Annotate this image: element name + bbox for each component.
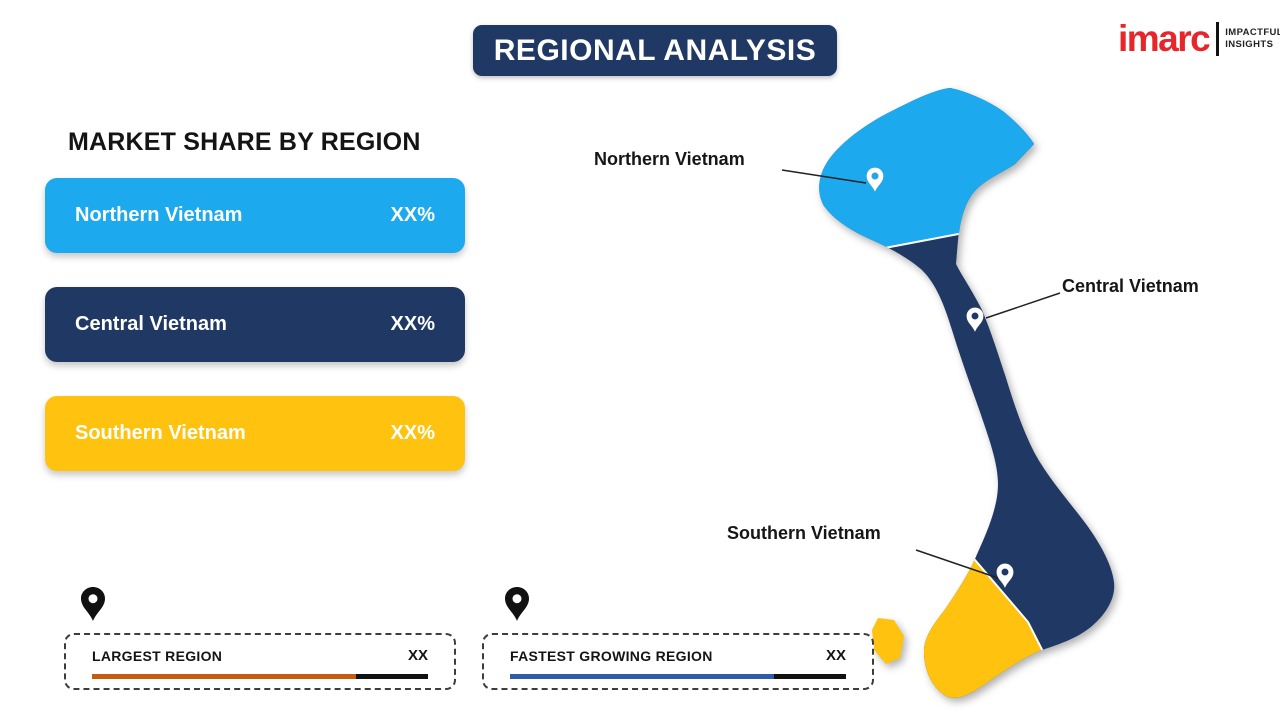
legend-largest-region: LARGEST REGION XX: [64, 633, 456, 690]
map-callout-central: Central Vietnam: [1062, 276, 1199, 296]
callout-line-north: [781, 169, 867, 184]
legend-bar-black: [356, 674, 428, 679]
share-row-label: Central Vietnam: [75, 313, 227, 335]
share-row-label: Northern Vietnam: [75, 204, 243, 226]
legend-pin-icon: [81, 587, 105, 621]
share-row-value: XX%: [390, 422, 435, 444]
logo-tagline-line2: INSIGHTS: [1225, 38, 1274, 50]
legend-label: LARGEST REGION: [92, 648, 223, 664]
legend-bar-colored: [92, 674, 356, 679]
page-title: REGIONAL ANALYSIS: [473, 25, 837, 76]
map-island: [872, 618, 904, 664]
legend-underline: [510, 674, 846, 679]
legend-value: XX: [825, 647, 846, 664]
legend-pin-icon: [505, 587, 529, 621]
map-callout-northern: Northern Vietnam: [594, 149, 745, 169]
share-row-value: XX%: [390, 204, 435, 226]
logo-tagline-line1: IMPACTFUL: [1225, 26, 1280, 38]
logo-tagline: IMPACTFUL INSIGHTS: [1225, 27, 1280, 51]
vietnam-map-svg: [781, 88, 1115, 698]
logo-divider: [1216, 21, 1220, 56]
legend-underline: [92, 674, 428, 679]
map-region-north: [819, 88, 1066, 265]
callout-line-central: [985, 292, 1061, 319]
share-row-label: Southern Vietnam: [75, 422, 246, 444]
callout-line-south: [915, 549, 999, 579]
map-pin-north: [866, 167, 884, 193]
legend-bar-black: [774, 674, 846, 679]
map-callout-southern: Southern Vietnam: [727, 523, 881, 543]
share-row-value: XX%: [390, 313, 435, 335]
imarc-logo: imarc IMPACTFUL INSIGHTS: [1118, 20, 1280, 57]
legend-label: FASTEST GROWING REGION: [510, 648, 713, 664]
legend-fastest-growing-region: FASTEST GROWING REGION XX: [482, 633, 874, 690]
map-pin-central: [966, 307, 984, 333]
share-row-northern: Northern Vietnam XX%: [45, 178, 465, 253]
market-share-heading: MARKET SHARE BY REGION: [68, 128, 421, 156]
share-row-southern: Southern Vietnam XX%: [45, 396, 465, 471]
legend-value: XX: [407, 647, 428, 664]
logo-brand-text: imarc: [1118, 18, 1211, 59]
share-row-central: Central Vietnam XX%: [45, 287, 465, 362]
map-pin-south: [996, 563, 1014, 589]
legend-bar-colored: [510, 674, 774, 679]
